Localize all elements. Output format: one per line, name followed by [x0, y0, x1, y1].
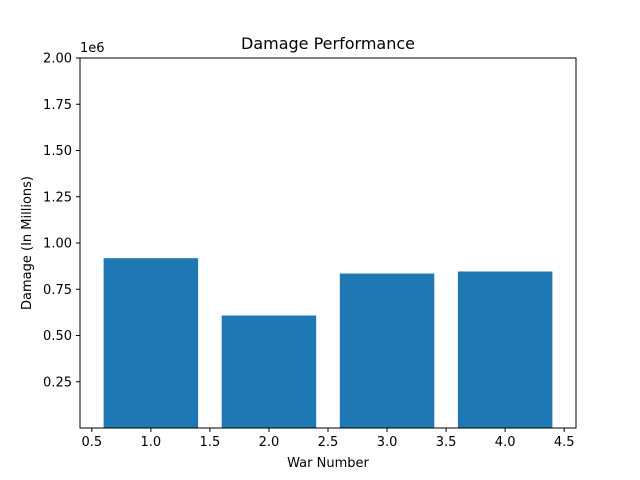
bar-war-4 [457, 271, 553, 428]
y-tick-label: 1.00 [43, 237, 72, 252]
y-axis-offset-text: 1e6 [80, 41, 105, 56]
y-axis: 0.25 0.50 0.75 1.00 1.25 1.50 1.75 2.00 [43, 52, 80, 390]
x-axis-label: War Number [287, 456, 369, 471]
bars-group [103, 258, 553, 428]
x-tick-label: 4.5 [554, 435, 575, 450]
x-tick-label: 2.0 [259, 435, 280, 450]
x-tick-label: 0.5 [81, 435, 102, 450]
y-tick-label: 2.00 [43, 52, 72, 67]
y-tick-label: 0.50 [43, 329, 72, 344]
chart-title: Damage Performance [241, 34, 415, 53]
x-tick-label: 1.5 [200, 435, 221, 450]
bar-war-3 [339, 273, 435, 428]
y-tick-label: 1.25 [43, 190, 72, 205]
y-axis-label: Damage (In Millions) [20, 176, 35, 310]
y-tick-label: 0.25 [43, 375, 72, 390]
bar-war-1 [103, 258, 199, 428]
x-tick-label: 1.0 [141, 435, 162, 450]
x-tick-label: 3.5 [436, 435, 457, 450]
x-axis: 0.5 1.0 1.5 2.0 2.5 3.0 3.5 4.0 4.5 [81, 428, 575, 450]
y-tick-label: 1.50 [43, 144, 72, 159]
y-tick-label: 1.75 [43, 98, 72, 113]
x-tick-label: 4.0 [495, 435, 516, 450]
bar-war-2 [221, 315, 317, 428]
x-tick-label: 3.0 [377, 435, 398, 450]
y-tick-label: 0.75 [43, 283, 72, 298]
x-tick-label: 2.5 [318, 435, 339, 450]
